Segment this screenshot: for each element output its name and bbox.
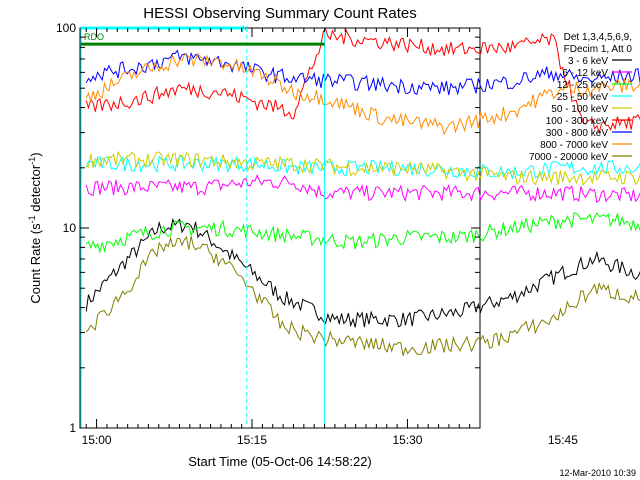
legend-label-4: 50 - 100 keV (551, 104, 608, 115)
x-tick-label-1: 15:15 (237, 433, 267, 447)
footer-date: 12-Mar-2010 10:39 (559, 468, 636, 478)
x-axis-label: Start Time (05-Oct-06 14:58:22) (188, 454, 372, 469)
legend-label-5: 100 - 300 keV (546, 116, 609, 127)
chart-title: HESSI Observing Summary Count Rates (143, 5, 416, 22)
y-tick-label-0: 1 (69, 421, 76, 435)
series-line-6 (85, 49, 640, 96)
legend-label-2: 12 - 25 keV (557, 80, 608, 91)
flag-bars: N RDO (81, 24, 325, 46)
series-line-5 (85, 28, 640, 135)
legend: Det 1,3,4,5,6,9,FDecim 1, Att 03 - 6 keV… (529, 32, 632, 163)
legend-label-6: 300 - 800 keV (546, 128, 609, 139)
y-axis-ticks: 1 10 100 (56, 21, 480, 435)
legend-label-3: 25 - 50 keV (557, 92, 608, 103)
y-axis-label: Count Rate (s-1 detector-1) (27, 152, 43, 303)
flag-label-1: RDO (84, 32, 104, 42)
series-line-8 (85, 235, 640, 356)
y-tick-label-1: 10 (63, 221, 77, 235)
series-line-3 (85, 155, 640, 180)
legend-label-8: 7000 - 20000 keV (529, 152, 608, 163)
legend-header-0: Det 1,3,4,5,6,9, (564, 32, 632, 43)
plot-frame (79, 27, 481, 429)
x-tick-label-2: 15:30 (392, 433, 422, 447)
series-group (85, 28, 640, 356)
x-tick-label-0: 15:00 (82, 433, 112, 447)
y-tick-label-2: 100 (56, 21, 76, 35)
flag-label-0: N (242, 24, 249, 34)
legend-header-1: FDecim 1, Att 0 (564, 44, 633, 55)
series-line-1 (85, 173, 640, 204)
legend-label-7: 800 - 7000 keV (540, 140, 608, 151)
x-tick-label-3: 15:45 (548, 433, 578, 447)
legend-label-0: 3 - 6 keV (568, 56, 608, 67)
legend-label-1: 6 - 12 keV (562, 68, 608, 79)
